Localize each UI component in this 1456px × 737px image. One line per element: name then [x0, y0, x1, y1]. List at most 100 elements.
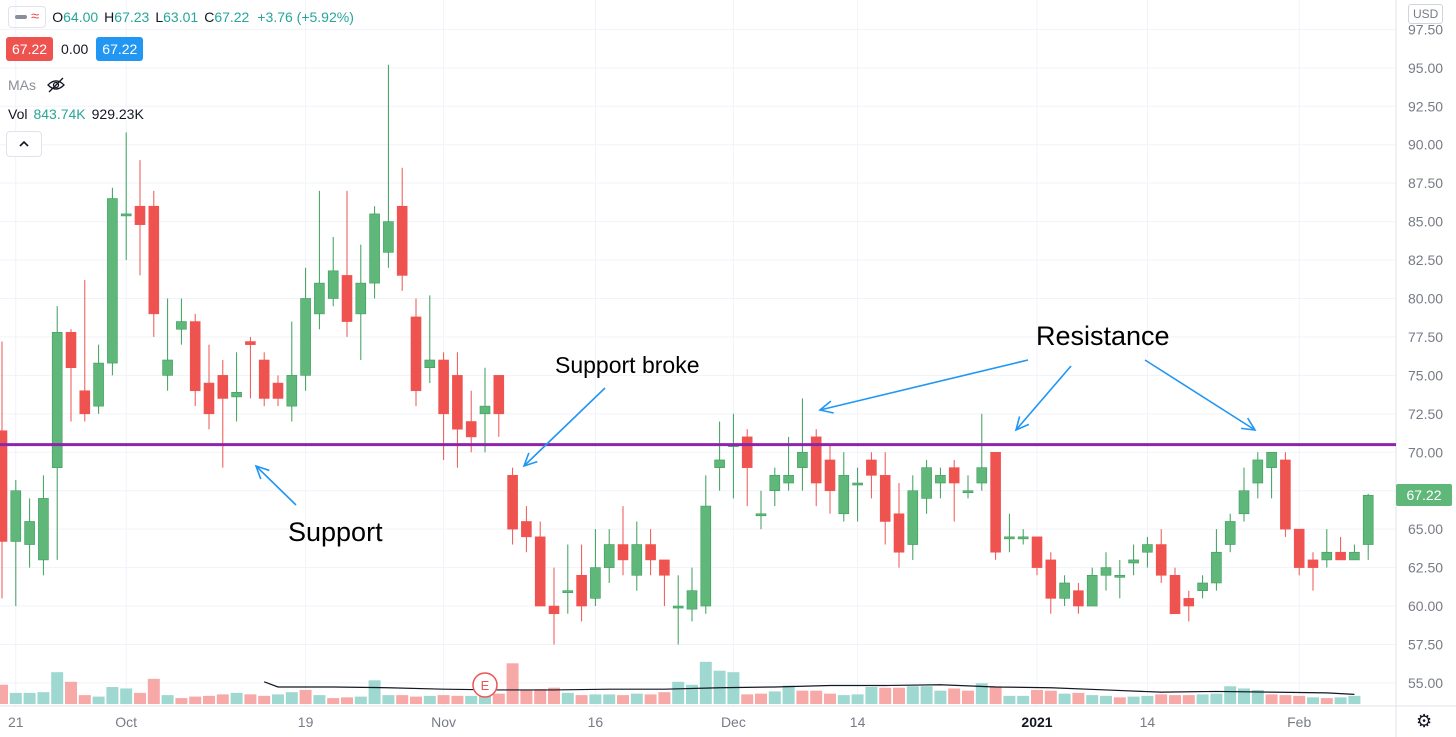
- volume-bar: [479, 695, 491, 704]
- arrow-head: [1014, 416, 1030, 432]
- spread-value: 0.00: [61, 41, 89, 57]
- price-tick-label: 92.50: [1408, 98, 1443, 114]
- candle-body: [838, 475, 850, 515]
- candle-body: [355, 282, 367, 315]
- candle-body: [10, 490, 22, 542]
- candle-body: [893, 513, 905, 553]
- candle-body: [314, 282, 325, 315]
- candle-body: [65, 332, 77, 368]
- vol-ma-value: 929.23K: [91, 106, 144, 122]
- price-tick-label: 97.50: [1408, 21, 1443, 37]
- candle-body: [438, 359, 449, 415]
- candle-body: [1114, 574, 1126, 578]
- candles: [0, 64, 1374, 645]
- candle-body: [176, 321, 187, 330]
- volume-bar: [520, 689, 533, 704]
- minus-icon: [15, 15, 27, 19]
- volume-ma-line: [263, 681, 1355, 695]
- price-tick-label: 87.50: [1408, 175, 1443, 191]
- price-tick-label: 85.00: [1408, 214, 1443, 230]
- volume-bar: [1072, 692, 1085, 704]
- volume-bar: [1196, 694, 1209, 704]
- volume-bar: [837, 695, 850, 704]
- volume-bar: [824, 693, 836, 704]
- buy-button[interactable]: 67.22: [96, 37, 144, 61]
- volume-bar: [313, 695, 326, 704]
- earnings-marker: [472, 672, 498, 698]
- volume-legend: Vol 843.74K 929.23K: [8, 106, 144, 122]
- symbol-icons[interactable]: ≈: [8, 6, 47, 28]
- candle-body: [120, 213, 132, 217]
- price-tick-label: 62.50: [1408, 560, 1443, 576]
- arrow-head: [254, 464, 270, 480]
- candle-body: [672, 605, 684, 609]
- candle-body: [245, 341, 256, 345]
- candle-body: [645, 544, 656, 561]
- volume-bar: [175, 698, 188, 704]
- volume-bar: [1113, 697, 1126, 704]
- volume-bar: [9, 692, 22, 704]
- candle-body: [396, 205, 408, 276]
- ohlc-legend: ≈ O64.00 H67.23 L63.01 C67.22 +3.76 (+5.…: [8, 6, 354, 28]
- volume-bar: [1210, 693, 1223, 704]
- time-tick-label: 16: [588, 714, 604, 730]
- volume-bar: [1058, 693, 1071, 704]
- volume-bar: [272, 694, 284, 704]
- volume-bar: [630, 693, 643, 704]
- volume-bar: [741, 694, 754, 704]
- volume-bar: [161, 695, 174, 704]
- candle-body: [1307, 559, 1319, 568]
- price-tick-label: 80.00: [1408, 290, 1443, 306]
- price-tick-label: 77.50: [1408, 329, 1443, 345]
- volume-bar: [1044, 690, 1057, 704]
- volume-bar: [1293, 695, 1306, 704]
- volume-bar: [341, 697, 353, 704]
- candle-body: [1128, 559, 1139, 564]
- volume-bar: [617, 695, 629, 704]
- collapse-legend-button[interactable]: [6, 131, 42, 157]
- trade-buttons: 67.22 0.00 67.22: [6, 37, 144, 61]
- candle-body: [38, 498, 49, 561]
- candle-body: [686, 590, 698, 610]
- volume-bar: [1265, 694, 1278, 704]
- eye-hidden-icon[interactable]: [46, 77, 66, 93]
- candle-body: [424, 359, 436, 368]
- volume-bar: [920, 686, 933, 704]
- candle-body: [1086, 574, 1098, 607]
- candle-body: [866, 459, 877, 476]
- volume-bar: [644, 694, 657, 704]
- volume-bar: [1127, 696, 1140, 704]
- candle-body: [0, 430, 8, 542]
- arrow-shaft: [1144, 359, 1256, 431]
- volume-bar: [934, 690, 947, 704]
- volume-bar: [189, 696, 202, 704]
- volume-bar: [299, 689, 312, 704]
- candle-body: [286, 375, 298, 407]
- volume-bar: [327, 698, 340, 704]
- volume-bar: [506, 663, 519, 704]
- price-axis-labels: 97.50 95.00 92.50 90.00 87.50 85.00 82.50 80.00…: [1408, 21, 1443, 691]
- volume-bar: [437, 695, 450, 704]
- price-tick-label: 55.00: [1408, 675, 1443, 691]
- mas-label: MAs: [8, 77, 36, 93]
- candle-body: [24, 521, 35, 545]
- candle-body: [1321, 551, 1333, 561]
- arrow-shaft: [523, 387, 606, 467]
- annotation-label: Support broke: [555, 352, 699, 378]
- candle-body: [907, 490, 919, 545]
- volume-bar: [796, 690, 809, 704]
- gear-icon[interactable]: ⚙: [1416, 711, 1433, 731]
- currency-label[interactable]: USD: [1408, 4, 1444, 24]
- annotation-label: Support: [288, 517, 383, 547]
- volume-bar: [1251, 689, 1264, 704]
- candle-body: [1349, 551, 1360, 561]
- volume-bar: [78, 695, 91, 704]
- volume-bar: [0, 684, 8, 704]
- sell-button[interactable]: 67.22: [6, 37, 54, 61]
- candle-body: [369, 213, 380, 284]
- candle-body: [1183, 598, 1195, 607]
- volume-bar: [893, 687, 905, 704]
- volume-bar: [423, 695, 436, 704]
- candle-body: [1224, 521, 1236, 545]
